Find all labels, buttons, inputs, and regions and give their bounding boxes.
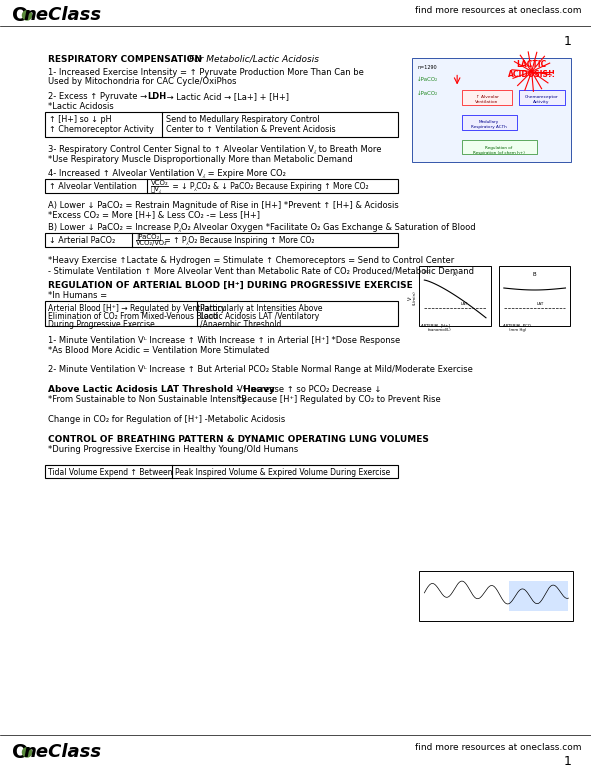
Text: During Progressive Exercise: During Progressive Exercise — [48, 320, 155, 329]
Text: find more resources at oneclass.com: find more resources at oneclass.com — [415, 743, 581, 752]
Text: Particularly at Intensities Above: Particularly at Intensities Above — [200, 304, 322, 313]
Bar — [45, 179, 397, 192]
Text: ᵜV⁁: ᵜV⁁ — [151, 186, 162, 192]
Bar — [499, 266, 571, 326]
Text: Arterial Blood [H⁺] → Regulated by Ventilatory: Arterial Blood [H⁺] → Regulated by Venti… — [48, 304, 225, 313]
FancyBboxPatch shape — [462, 115, 517, 129]
Text: VCO₂: VCO₂ — [151, 179, 169, 186]
Text: /Anaerobic Threshold: /Anaerobic Threshold — [200, 320, 281, 329]
Text: Vᴸ: Vᴸ — [408, 296, 414, 300]
Text: Tidal Volume Expend ↑ Between: Tidal Volume Expend ↑ Between — [48, 467, 172, 477]
Text: LAT: LAT — [461, 302, 468, 306]
Text: (L/min): (L/min) — [412, 290, 416, 306]
Text: ARTERIAL [H+]: ARTERIAL [H+] — [421, 323, 450, 328]
Bar — [419, 571, 574, 621]
Text: = ↑ P⁁O₂ Because Inspiring ↑ More CO₂: = ↑ P⁁O₂ Because Inspiring ↑ More CO₂ — [162, 236, 315, 246]
Text: *Because [H⁺] Regulated by CO₂ to Prevent Rise: *Because [H⁺] Regulated by CO₂ to Preven… — [237, 395, 440, 404]
Text: neClass: neClass — [24, 6, 102, 24]
Text: ●: ● — [20, 7, 32, 21]
Text: 1- Minute Ventilation Vᴸ Increase ↑ With Increase ↑ in Arterial [H⁺] *Dose Respo: 1- Minute Ventilation Vᴸ Increase ↑ With… — [48, 336, 400, 345]
Text: → Lactic Acid → [La+] + [H+]: → Lactic Acid → [La+] + [H+] — [164, 92, 289, 102]
Text: ↓ Arterial PaCO₂: ↓ Arterial PaCO₂ — [49, 236, 115, 246]
Bar — [45, 465, 397, 477]
Text: 1: 1 — [563, 35, 571, 48]
Text: RESPIRATORY COMPENSATION: RESPIRATORY COMPENSATION — [48, 55, 205, 64]
Text: Regulation of
Respiration (of chem h+): Regulation of Respiration (of chem h+) — [473, 146, 525, 155]
Text: *From Sustainable to Non Sustainable Intensity: *From Sustainable to Non Sustainable Int… — [48, 395, 246, 404]
Text: 3- Respiratory Control Center Signal to ↑ Alveolar Ventilation V⁁ to Breath More: 3- Respiratory Control Center Signal to … — [48, 145, 381, 154]
Text: CONTROL OF BREATHING PATTERN & DYNAMIC OPERATING LUNG VOLUMES: CONTROL OF BREATHING PATTERN & DYNAMIC O… — [48, 435, 428, 444]
Bar — [45, 233, 397, 247]
Text: ↓PaCO₂: ↓PaCO₂ — [417, 92, 439, 96]
Text: ●: ● — [20, 744, 32, 758]
Text: *Excess CO₂ = More [H+] & Less CO₂ -= Less [H+]: *Excess CO₂ = More [H+] & Less CO₂ -= Le… — [48, 210, 259, 219]
Text: (nanomol/L): (nanomol/L) — [427, 328, 451, 332]
Text: *In Humans =: *In Humans = — [48, 291, 107, 300]
Text: Elimination of CO₂ From Mixed-Venous Blood: Elimination of CO₂ From Mixed-Venous Blo… — [48, 312, 218, 321]
Text: A: A — [453, 272, 457, 277]
Text: Peak Inspired Volume & Expired Volume During Exercise: Peak Inspired Volume & Expired Volume Du… — [175, 467, 390, 477]
Text: For Metabolic/Lactic Acidosis: For Metabolic/Lactic Acidosis — [189, 55, 319, 64]
Text: 2- Excess ↑ Pyruvate →: 2- Excess ↑ Pyruvate → — [48, 92, 149, 102]
Text: B: B — [533, 272, 537, 277]
Text: = ↓ P⁁CO₂ & ↓ PaCO₂ Because Expiring ↑ More CO₂: = ↓ P⁁CO₂ & ↓ PaCO₂ Because Expiring ↑ M… — [170, 182, 368, 191]
Text: 1- Increased Exercise Intensity = ↑ Pyruvate Production More Than Can be: 1- Increased Exercise Intensity = ↑ Pyru… — [48, 68, 364, 76]
Text: neClass: neClass — [24, 743, 102, 761]
Text: ↑ Alveolar Ventilation: ↑ Alveolar Ventilation — [49, 182, 136, 191]
Text: Lactic Acidosis LAT /Ventilatory: Lactic Acidosis LAT /Ventilatory — [200, 312, 319, 321]
Text: A) Lower ↓ PaCO₂ = Restrain Magnitude of Rise in [H+] *Prevent ↑ [H+] & Acidosis: A) Lower ↓ PaCO₂ = Restrain Magnitude of… — [48, 201, 399, 209]
Text: ↑ [H+] so ↓ pH: ↑ [H+] so ↓ pH — [49, 116, 111, 124]
Text: Chemoreceptor
Activity: Chemoreceptor Activity — [525, 95, 559, 104]
Text: find more resources at oneclass.com: find more resources at oneclass.com — [415, 6, 581, 15]
Text: *During Progressive Exercise in Healthy Young/Old Humans: *During Progressive Exercise in Healthy … — [48, 445, 298, 454]
Text: O: O — [12, 6, 29, 25]
Text: Above Lactic Acidosis LAT Threshold - Heavy: Above Lactic Acidosis LAT Threshold - He… — [48, 385, 274, 394]
Text: LACTIC
ACIDOSIS!!: LACTIC ACIDOSIS!! — [508, 60, 556, 79]
Text: Change in CO₂ for Regulation of [H⁺] -Metabolic Acidosis: Change in CO₂ for Regulation of [H⁺] -Me… — [48, 415, 285, 424]
Text: LDH: LDH — [147, 92, 166, 102]
Bar — [419, 266, 491, 326]
Text: Center to ↑ Ventilation & Prevent Acidosis: Center to ↑ Ventilation & Prevent Acidos… — [166, 126, 336, 134]
Text: 100: 100 — [422, 270, 430, 274]
Text: *Use Respiratory Muscle Disproportionally More than Metabolic Demand: *Use Respiratory Muscle Disproportionall… — [48, 155, 352, 164]
Text: *Heavy Exercise ↑Lactate & Hydrogen = Stimulate ↑ Chemoreceptors = Send to Contr: *Heavy Exercise ↑Lactate & Hydrogen = St… — [48, 256, 454, 265]
Text: LAT: LAT — [537, 302, 544, 306]
Text: ↓PaCO₂: ↓PaCO₂ — [417, 78, 439, 82]
Text: 2- Minute Ventilation Vᴸ Increase ↑ But Arterial PCO₂ Stable Normal Range at Mil: 2- Minute Ventilation Vᴸ Increase ↑ But … — [48, 366, 472, 374]
Text: Vᴸ Increase ↑ so PCO₂ Decrease ↓: Vᴸ Increase ↑ so PCO₂ Decrease ↓ — [237, 385, 381, 394]
Text: ARTERIAL PCO₂: ARTERIAL PCO₂ — [503, 323, 533, 328]
Text: *As Blood More Acidic = Ventilation More Stimulated: *As Blood More Acidic = Ventilation More… — [48, 346, 269, 355]
Text: (mm Hg): (mm Hg) — [509, 328, 526, 332]
Bar — [45, 301, 397, 326]
Text: Medullary
Respiratory ACTh: Medullary Respiratory ACTh — [471, 120, 507, 129]
Text: 1: 1 — [563, 755, 571, 768]
Text: VCO₂/VO₂: VCO₂/VO₂ — [136, 240, 168, 246]
Text: |PaCO₂|: |PaCO₂| — [136, 234, 162, 241]
Bar — [509, 581, 568, 611]
Text: ↑ Chemoreceptor Activity: ↑ Chemoreceptor Activity — [49, 126, 154, 134]
Bar — [412, 58, 571, 162]
FancyBboxPatch shape — [462, 139, 537, 155]
Text: *Lactic Acidosis: *Lactic Acidosis — [48, 102, 114, 112]
Text: n=1290: n=1290 — [417, 65, 437, 69]
Text: B) Lower ↓ PaCO₂ = Increase P⁁O₂ Alveolar Oxygen *Facilitate O₂ Gas Exchange & S: B) Lower ↓ PaCO₂ = Increase P⁁O₂ Alveola… — [48, 223, 475, 233]
Text: - Stimulate Ventilation ↑ More Alveolar Vent than Metabolic Rate of CO₂ Produced: - Stimulate Ventilation ↑ More Alveolar … — [48, 266, 474, 275]
Text: Used by Mitochondria for CAC Cycle/OxiPhos: Used by Mitochondria for CAC Cycle/OxiPh… — [48, 78, 236, 86]
Text: 4- Increased ↑ Alveolar Ventilation V⁁ = Expire More CO₂: 4- Increased ↑ Alveolar Ventilation V⁁ =… — [48, 169, 286, 178]
FancyBboxPatch shape — [519, 90, 565, 105]
Text: O: O — [12, 743, 29, 762]
Bar — [45, 112, 397, 137]
Text: Send to Medullary Respiratory Control: Send to Medullary Respiratory Control — [166, 116, 320, 124]
Text: REGULATION OF ARTERIAL BLOOD [H⁺] DURING PROGRESSIVE EXERCISE: REGULATION OF ARTERIAL BLOOD [H⁺] DURING… — [48, 281, 412, 290]
FancyBboxPatch shape — [462, 90, 512, 105]
Text: ↑ Alveolar
Ventilation: ↑ Alveolar Ventilation — [475, 95, 499, 104]
